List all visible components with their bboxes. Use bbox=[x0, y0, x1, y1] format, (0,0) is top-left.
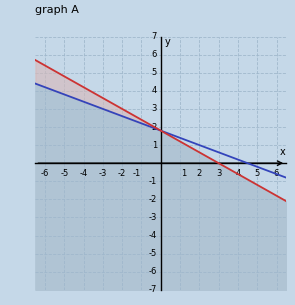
Text: -2: -2 bbox=[149, 195, 157, 204]
Text: 4: 4 bbox=[235, 169, 240, 178]
Text: -1: -1 bbox=[132, 169, 140, 178]
Text: 1: 1 bbox=[152, 141, 157, 149]
Text: y: y bbox=[165, 37, 171, 47]
Text: 6: 6 bbox=[152, 50, 157, 59]
Text: 3: 3 bbox=[216, 169, 221, 178]
Text: -6: -6 bbox=[149, 267, 157, 276]
Text: 3: 3 bbox=[152, 104, 157, 113]
Text: -5: -5 bbox=[60, 169, 68, 178]
Text: -3: -3 bbox=[99, 169, 107, 178]
Text: 2: 2 bbox=[197, 169, 202, 178]
Text: 7: 7 bbox=[152, 32, 157, 41]
Text: 2: 2 bbox=[152, 123, 157, 131]
Text: -1: -1 bbox=[149, 177, 157, 186]
Text: -3: -3 bbox=[149, 213, 157, 222]
Text: 5: 5 bbox=[152, 68, 157, 77]
Text: -4: -4 bbox=[149, 231, 157, 240]
Text: -7: -7 bbox=[149, 285, 157, 294]
Text: 6: 6 bbox=[274, 169, 279, 178]
Text: -2: -2 bbox=[118, 169, 126, 178]
Text: -5: -5 bbox=[149, 249, 157, 258]
Text: -4: -4 bbox=[79, 169, 88, 178]
Text: 1: 1 bbox=[181, 169, 186, 178]
Text: x: x bbox=[279, 147, 285, 157]
Text: 4: 4 bbox=[152, 86, 157, 95]
Text: -6: -6 bbox=[41, 169, 49, 178]
Text: 5: 5 bbox=[255, 169, 260, 178]
Text: graph A: graph A bbox=[35, 5, 79, 15]
